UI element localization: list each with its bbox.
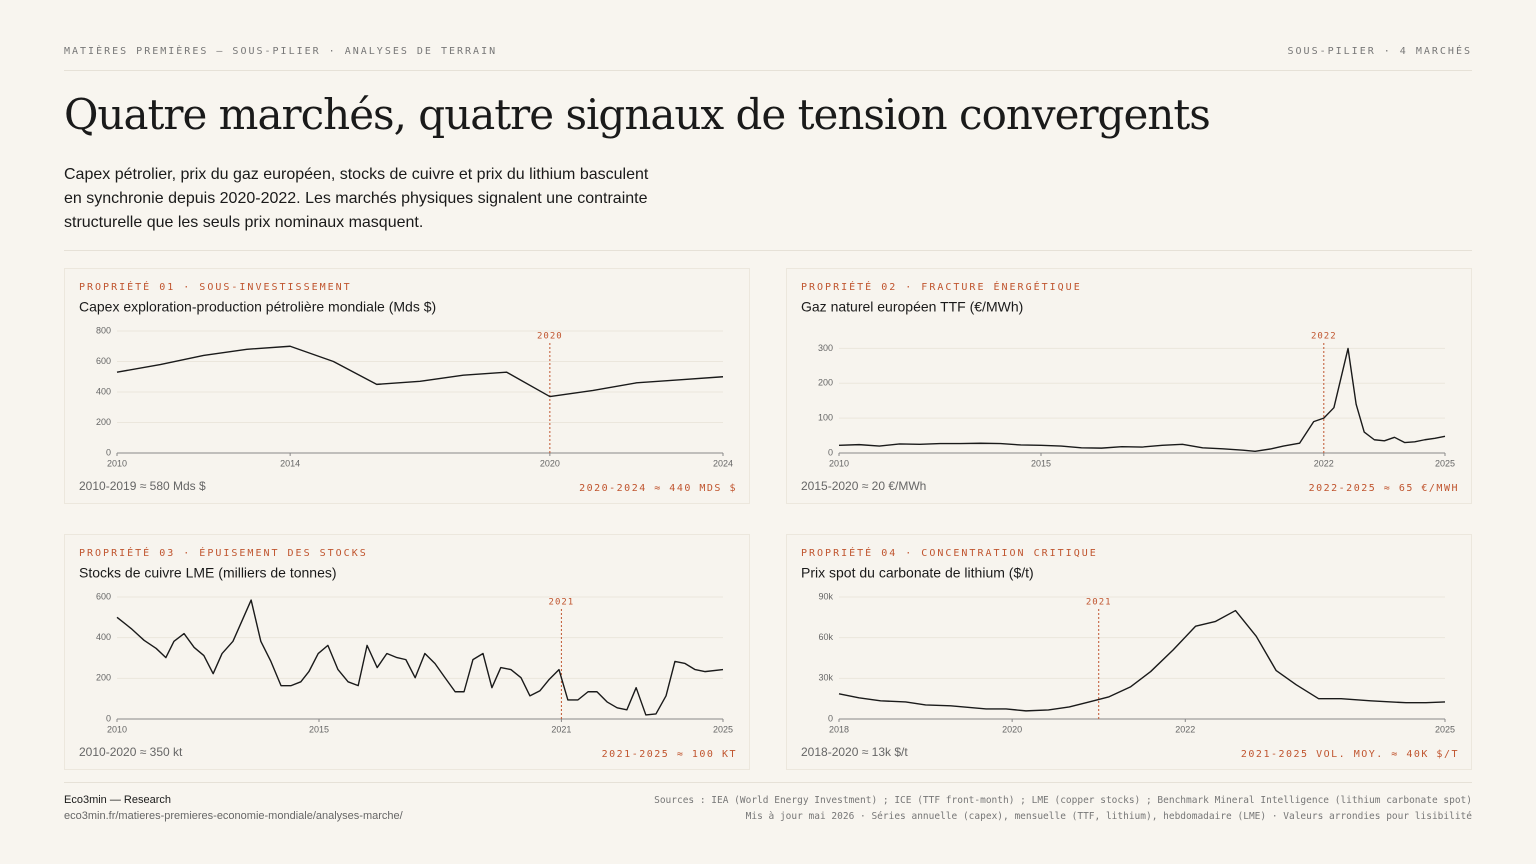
chart: PROPRIÉTÉ 04 · CONCENTRATION CRITIQUE Pri… [801,546,1459,760]
data-line [838,347,1446,452]
note-right: 2021-2025 VOL. MOY. ≈ 40K $/T [1241,749,1459,760]
x-tick-label: 2010 [107,724,127,734]
y-tick-label: 0 [828,713,833,723]
y-tick-label: 200 [818,378,833,388]
subtitle: Capex pétrolier, prix du gaz européen, s… [64,166,649,231]
footer-sources: Mis à jour mai 2026 · Séries annuelle (c… [745,811,1472,822]
x-tick-label: 2015 [1031,458,1051,468]
x-tick-label: 2024 [713,458,733,468]
y-tick-label: 200 [96,673,111,683]
y-tick-label: 400 [96,386,111,396]
note-right: 2022-2025 ≈ 65 €/MWH [1309,483,1459,494]
y-tick-label: 600 [96,356,111,366]
note-left: 2010-2019 ≈ 580 Mds $ [79,479,206,493]
panel-kicker: PROPRIÉTÉ 02 · FRACTURE ÉNERGÉTIQUE [801,280,1082,293]
note-right: 2020-2024 ≈ 440 MDS $ [579,483,737,494]
x-tick-label: 2010 [829,458,849,468]
x-tick-label: 2010 [107,458,127,468]
y-tick-label: 60k [818,632,833,642]
separator [64,782,1472,783]
chart: PROPRIÉTÉ 01 · SOUS-INVESTISSEMENT Capex … [79,280,737,494]
x-tick-label: 2020 [540,458,560,468]
data-line [838,609,1446,712]
x-tick-label: 2022 [1175,724,1195,734]
y-tick-label: 200 [96,417,111,427]
separator [64,70,1472,71]
chart: PROPRIÉTÉ 03 · ÉPUISEMENT DES STOCKS Stoc… [79,546,737,760]
panel-title: Capex exploration-production pétrolière … [79,299,436,315]
footer-brand: Eco3min — Research [64,794,171,806]
y-tick-label: 0 [828,447,833,457]
x-tick-label: 2022 [1314,458,1334,468]
panel-title: Stocks de cuivre LME (milliers de tonnes… [79,565,337,581]
data-line [116,345,724,398]
page-title: Quatre marchés, quatre signaux de tensio… [64,90,1211,139]
y-tick-label: 800 [96,325,111,335]
y-tick-label: 300 [818,343,833,353]
event-marker-label: 2021 [1086,598,1112,608]
x-tick-label: 2025 [1435,724,1455,734]
y-tick-label: 30k [818,673,833,683]
event-marker-label: 2021 [549,598,575,608]
note-left: 2015-2020 ≈ 20 €/MWh [801,479,926,493]
event-marker-label: 2020 [537,332,563,342]
panel: PROPRIÉTÉ 02 · FRACTURE ÉNERGÉTIQUE Gaz n… [786,268,1472,504]
panel: PROPRIÉTÉ 03 · ÉPUISEMENT DES STOCKS Stoc… [64,534,750,770]
panel-title: Gaz naturel européen TTF (€/MWh) [801,299,1023,315]
panel: PROPRIÉTÉ 01 · SOUS-INVESTISSEMENT Capex … [64,268,750,504]
header-right: SOUS-PILIER · 4 MARCHÉS [1287,46,1472,57]
x-tick-label: 2025 [1435,458,1455,468]
data-line [116,599,724,716]
note-right: 2021-2025 ≈ 100 KT [602,749,737,760]
event-marker-label: 2022 [1311,332,1337,342]
y-tick-label: 0 [106,447,111,457]
footer-sources: Sources : IEA (World Energy Investment) … [654,795,1472,806]
header-kicker: MATIÈRES PREMIÈRES — SOUS-PILIER · ANALY… [64,46,498,57]
chart: PROPRIÉTÉ 02 · FRACTURE ÉNERGÉTIQUE Gaz n… [801,280,1459,494]
x-tick-label: 2025 [713,724,733,734]
panel: PROPRIÉTÉ 04 · CONCENTRATION CRITIQUE Pri… [786,534,1472,770]
x-tick-label: 2015 [309,724,329,734]
x-tick-label: 2014 [280,458,300,468]
y-tick-label: 0 [106,713,111,723]
y-tick-label: 100 [818,413,833,423]
y-tick-label: 600 [96,591,111,601]
panel-kicker: PROPRIÉTÉ 01 · SOUS-INVESTISSEMENT [79,280,352,293]
footer-url: eco3min.fr/matieres-premieres-economie-m… [64,810,403,822]
panel-kicker: PROPRIÉTÉ 03 · ÉPUISEMENT DES STOCKS [79,546,368,559]
note-left: 2018-2020 ≈ 13k $/t [801,745,908,759]
y-tick-label: 90k [818,591,833,601]
y-tick-label: 400 [96,632,111,642]
x-tick-label: 2018 [829,724,849,734]
panel-title: Prix spot du carbonate de lithium ($/t) [801,565,1034,581]
x-tick-label: 2021 [551,724,571,734]
note-left: 2010-2020 ≈ 350 kt [79,745,183,759]
x-tick-label: 2020 [1002,724,1022,734]
panel-kicker: PROPRIÉTÉ 04 · CONCENTRATION CRITIQUE [801,546,1098,559]
separator [64,250,1472,251]
